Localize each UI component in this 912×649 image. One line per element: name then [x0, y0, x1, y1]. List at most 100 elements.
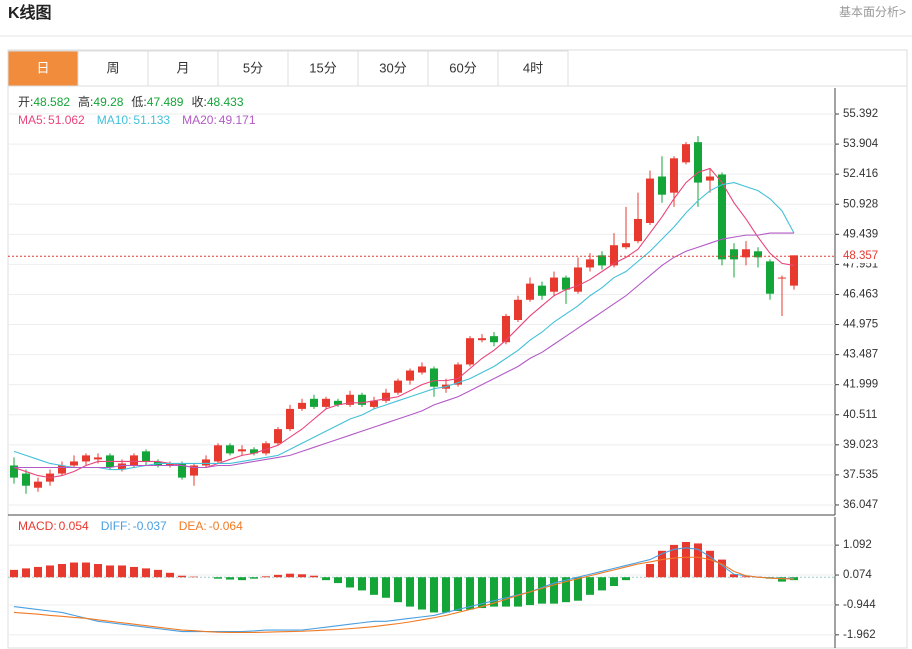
ohlc-entry: 收:48.433 — [191, 95, 243, 109]
macd-bar — [166, 572, 174, 578]
candle-body — [586, 259, 594, 268]
last-price-bg — [837, 249, 887, 264]
macd-bar — [442, 577, 450, 613]
plots: 55.39253.90452.41650.92849.43947.95146.4… — [8, 88, 887, 648]
macd-bar — [130, 566, 138, 578]
legend-name: DIFF: — [101, 519, 131, 533]
tab[interactable] — [497, 50, 569, 87]
candle-body — [226, 445, 234, 454]
legend-entry: DIFF: -0.037 — [101, 519, 167, 533]
y-tick-label: 43.487 — [843, 349, 878, 361]
macd-bar — [274, 574, 282, 578]
tab-label[interactable]: 5分 — [243, 60, 263, 75]
candle-body — [538, 285, 546, 296]
macd-bar — [322, 577, 330, 581]
y-tick-label: 52.416 — [843, 168, 878, 180]
candle-body — [190, 465, 198, 476]
macd-bar — [10, 569, 18, 578]
ohlc-value: 48.582 — [33, 95, 70, 109]
legend-entry: MA10: 51.133 — [97, 113, 171, 127]
tab[interactable] — [77, 50, 149, 87]
macd-bar — [22, 568, 30, 578]
tab[interactable] — [7, 50, 79, 87]
ohlc-value: 49.28 — [93, 95, 123, 109]
macd-bar — [58, 563, 66, 578]
legend-value: 51.062 — [48, 113, 85, 127]
macd-bar — [718, 559, 726, 578]
legend-entry: MA20: 49.171 — [182, 113, 256, 127]
candle-body — [94, 457, 102, 460]
macd-bar — [418, 577, 426, 610]
page-title: K线图 — [8, 3, 52, 22]
macd-bar — [226, 577, 234, 580]
candle-body — [130, 455, 138, 466]
macd-bar — [742, 576, 750, 578]
candle-body — [706, 176, 714, 181]
candle-body — [646, 178, 654, 223]
candle-body — [250, 449, 258, 454]
candle-body — [70, 461, 78, 466]
candle-body — [202, 459, 210, 466]
candle-body — [430, 368, 438, 387]
macd-bar — [70, 562, 78, 578]
candle-body — [466, 338, 474, 365]
tab-label[interactable]: 4时 — [523, 60, 543, 75]
y-tick-label: 49.439 — [843, 228, 878, 240]
ohlc-label: 开: — [18, 95, 33, 109]
tab[interactable] — [217, 50, 289, 87]
candle-body — [34, 481, 42, 488]
macd-bar — [310, 575, 318, 578]
macd-bar — [394, 577, 402, 603]
candle-body — [382, 392, 390, 401]
ohlc-label: 高: — [78, 94, 93, 109]
tab-label[interactable]: 60分 — [449, 60, 476, 75]
macd-bar — [334, 577, 342, 584]
y-tick-label: 40.511 — [843, 409, 877, 421]
macd-bar — [358, 577, 366, 591]
tab-label[interactable]: 周 — [106, 60, 119, 75]
macd-bar — [118, 565, 126, 578]
ohlc-label: 收: — [191, 95, 206, 109]
legend-value: 51.133 — [133, 113, 170, 127]
macd-bar — [298, 574, 306, 578]
candle-body — [490, 336, 498, 343]
tab[interactable] — [357, 50, 429, 87]
candle-body — [142, 451, 150, 462]
candle-body — [10, 465, 18, 478]
tab-label[interactable]: 30分 — [379, 60, 406, 75]
legend-value: 0.054 — [59, 519, 89, 533]
macd-bar — [370, 577, 378, 595]
legend-name: MA10: — [97, 113, 132, 127]
candle-body — [358, 394, 366, 405]
tab-label[interactable]: 日 — [36, 60, 49, 75]
candle-body — [370, 400, 378, 407]
candle-body — [406, 370, 414, 381]
macd-bar — [142, 568, 150, 578]
y-tick-label: 46.463 — [843, 288, 878, 300]
fundamental-link[interactable]: 基本面分析> — [839, 5, 906, 19]
candle-body — [322, 398, 330, 407]
candle-body — [550, 277, 558, 292]
candle-body — [394, 380, 402, 393]
macd-bar — [598, 577, 606, 591]
tab-label[interactable]: 月 — [176, 60, 189, 75]
candle-body — [754, 251, 762, 258]
last-price-label: 48.357 — [843, 250, 878, 262]
candle-body — [82, 455, 90, 462]
ma-line — [14, 232, 794, 469]
candle-body — [526, 283, 534, 300]
candle-body — [118, 463, 126, 470]
candle-body — [214, 445, 222, 462]
tab-bar: 日 周 月 5分 15分 30分 60分 4时 — [7, 50, 569, 87]
tab[interactable] — [427, 50, 499, 87]
macd-bar — [106, 565, 114, 578]
tab[interactable] — [147, 50, 219, 87]
tab-label[interactable]: 15分 — [309, 60, 336, 75]
y-tick-label: 36.047 — [843, 499, 878, 511]
candle-body — [562, 277, 570, 290]
candle-body — [178, 463, 186, 478]
candle-body — [346, 394, 354, 405]
macd-bar — [502, 577, 510, 607]
candle-body — [790, 255, 798, 286]
y-tick-label: 41.999 — [843, 379, 878, 391]
